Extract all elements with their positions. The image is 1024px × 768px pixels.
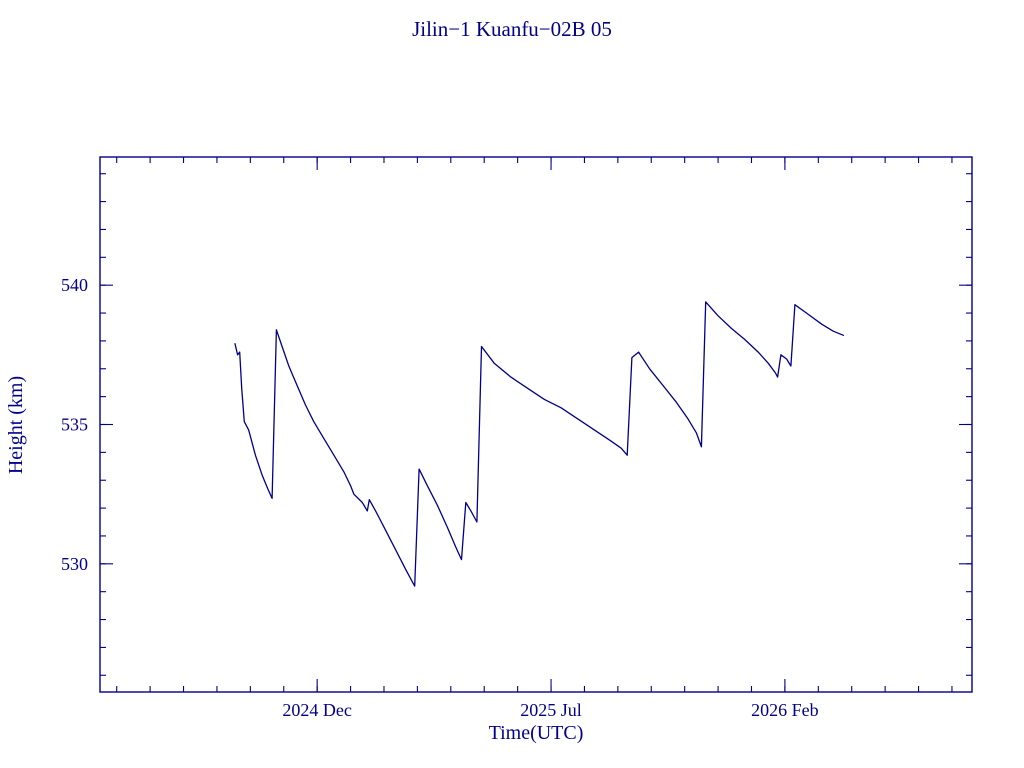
height-polyline [234,301,845,587]
axis-tick-labels: 2024 Dec 2025 Jul 2026 Feb 530 535 540 [61,275,819,720]
y-tick-label: 540 [61,275,88,295]
y-axis-label: Height (km) [5,376,27,474]
axis-ticks [100,157,972,692]
x-tick-label: 2026 Feb [751,700,819,720]
plot-border [99,156,973,693]
y-tick-label: 530 [61,554,88,574]
chart-title: Jilin−1 Kuanfu−02B 05 [412,17,612,41]
x-axis-label: Time(UTC) [489,722,584,744]
height-series-line [234,301,845,587]
x-tick-label: 2025 Jul [520,700,582,720]
x-tick-label: 2024 Dec [282,700,351,720]
y-tick-label: 535 [61,415,88,435]
plot-frame [99,156,973,693]
